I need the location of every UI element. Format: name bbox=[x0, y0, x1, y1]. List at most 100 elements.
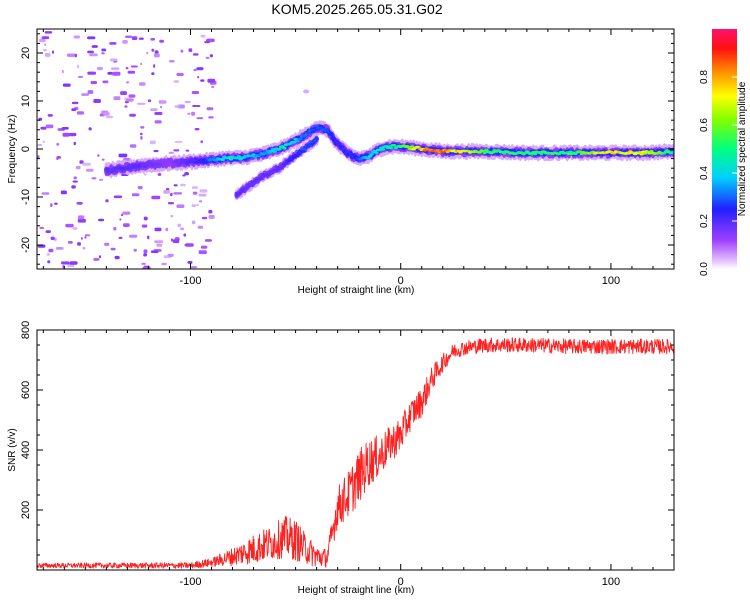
noise-blob bbox=[136, 102, 146, 105]
noise-blob bbox=[173, 80, 180, 83]
noise-blob bbox=[46, 253, 50, 256]
y-tick-label: 0 bbox=[20, 146, 32, 152]
noise-blob bbox=[194, 128, 200, 131]
spectrogram-branch-segment bbox=[255, 179, 261, 182]
snr-y-ticks: 200 400 600 800 bbox=[20, 321, 674, 556]
y-tick-label: 400 bbox=[20, 441, 32, 459]
noise-blob bbox=[198, 250, 207, 255]
noise-blob bbox=[67, 241, 73, 244]
noise-blob bbox=[140, 132, 143, 136]
noise-blob bbox=[126, 98, 134, 102]
x-tick-label: -100 bbox=[179, 275, 201, 287]
noise-blob bbox=[156, 243, 163, 247]
noise-blob bbox=[105, 199, 109, 203]
noise-blob bbox=[200, 140, 204, 144]
noise-blob bbox=[72, 180, 78, 183]
y-tick-label: -20 bbox=[20, 237, 32, 253]
noise-blob bbox=[140, 62, 143, 66]
spectrogram-branch-segment bbox=[312, 139, 318, 142]
spectrogram-branch-segment bbox=[307, 144, 313, 147]
spectrogram-y-axis-label: Frequency (Hz) bbox=[7, 115, 18, 184]
noise-blob bbox=[151, 195, 161, 200]
noise-blob bbox=[143, 253, 147, 257]
noise-blob bbox=[66, 53, 76, 57]
noise-blob bbox=[173, 149, 180, 152]
noise-blob bbox=[151, 72, 155, 75]
noise-blob bbox=[154, 50, 159, 54]
spectrogram-branch-segment bbox=[280, 164, 285, 167]
noise-blob bbox=[303, 89, 310, 94]
noise-blob bbox=[153, 53, 160, 58]
noise-blob bbox=[173, 192, 178, 195]
noise-blob bbox=[126, 81, 130, 84]
noise-blob bbox=[90, 81, 97, 85]
noise-blob bbox=[187, 261, 193, 264]
noise-blob bbox=[184, 172, 189, 176]
y-tick-label: 20 bbox=[20, 47, 32, 59]
noise-blob bbox=[98, 218, 105, 222]
noise-blob bbox=[154, 112, 163, 115]
spectrogram-ridge-segment bbox=[409, 145, 415, 148]
noise-blob bbox=[110, 247, 116, 251]
spectrogram-ridge-segment bbox=[333, 139, 339, 143]
noise-blob bbox=[208, 215, 215, 219]
noise-blob bbox=[40, 126, 47, 130]
noise-blob bbox=[41, 192, 50, 195]
noise-blob bbox=[42, 140, 45, 143]
spectrogram-ridge-segment bbox=[327, 130, 332, 134]
noise-blob bbox=[180, 183, 186, 187]
noise-blob bbox=[173, 184, 178, 187]
spectrogram-ridge-segment bbox=[566, 152, 572, 156]
noise-blob bbox=[200, 34, 206, 38]
noise-blob bbox=[86, 168, 94, 172]
noise-blob bbox=[174, 140, 183, 143]
noise-blob bbox=[196, 117, 204, 120]
noise-blob bbox=[131, 193, 140, 197]
noise-blob bbox=[69, 261, 78, 265]
noise-blob bbox=[74, 53, 77, 58]
spectrogram-branch-segment bbox=[260, 174, 265, 177]
noise-blob bbox=[127, 70, 136, 74]
colorbar-tick-label: 0.4 bbox=[699, 166, 710, 180]
noise-blob bbox=[110, 58, 118, 62]
noise-blob bbox=[170, 238, 173, 242]
noise-blob bbox=[197, 75, 200, 79]
noise-blob bbox=[191, 91, 200, 95]
noise-blob bbox=[62, 132, 70, 137]
noise-blob bbox=[60, 190, 67, 195]
spectrogram-branch-segment bbox=[267, 170, 272, 173]
noise-blob bbox=[37, 155, 40, 159]
noise-blob bbox=[133, 248, 137, 252]
noise-blob bbox=[193, 68, 197, 72]
noise-blob bbox=[125, 35, 133, 38]
colorbar bbox=[712, 29, 737, 269]
noise-blob bbox=[161, 262, 167, 266]
spectrogram-ridge-segment bbox=[194, 161, 200, 164]
spectrogram-ridge-segment bbox=[380, 148, 386, 151]
noise-blob bbox=[89, 53, 98, 57]
spectrogram-branch-segment bbox=[234, 194, 239, 197]
noise-blob bbox=[98, 255, 102, 259]
noise-blob bbox=[79, 160, 84, 164]
noise-blob bbox=[109, 42, 117, 45]
colorbar-tick-label: 0.2 bbox=[699, 214, 710, 228]
noise-blob bbox=[168, 151, 174, 154]
noise-blob bbox=[153, 64, 156, 68]
x-tick-label: 100 bbox=[602, 275, 620, 287]
spectrogram-x-ticks: -100 0 100 bbox=[42, 29, 675, 287]
noise-blob bbox=[192, 53, 199, 56]
noise-blob bbox=[191, 204, 197, 207]
noise-blob bbox=[167, 253, 174, 257]
noise-blob bbox=[211, 85, 215, 88]
snr-x-ticks: -100 0 100 bbox=[42, 330, 675, 588]
noise-blob bbox=[44, 31, 53, 34]
noise-blob bbox=[105, 115, 113, 119]
spectrogram-ridge-segment bbox=[440, 150, 445, 154]
noise-blob bbox=[101, 48, 107, 52]
noise-blob bbox=[182, 174, 186, 177]
noise-blob bbox=[77, 242, 81, 246]
spectrogram-branch-segment bbox=[294, 153, 300, 156]
noise-blob bbox=[101, 52, 105, 55]
spectrogram-ridge-segment bbox=[392, 144, 397, 147]
